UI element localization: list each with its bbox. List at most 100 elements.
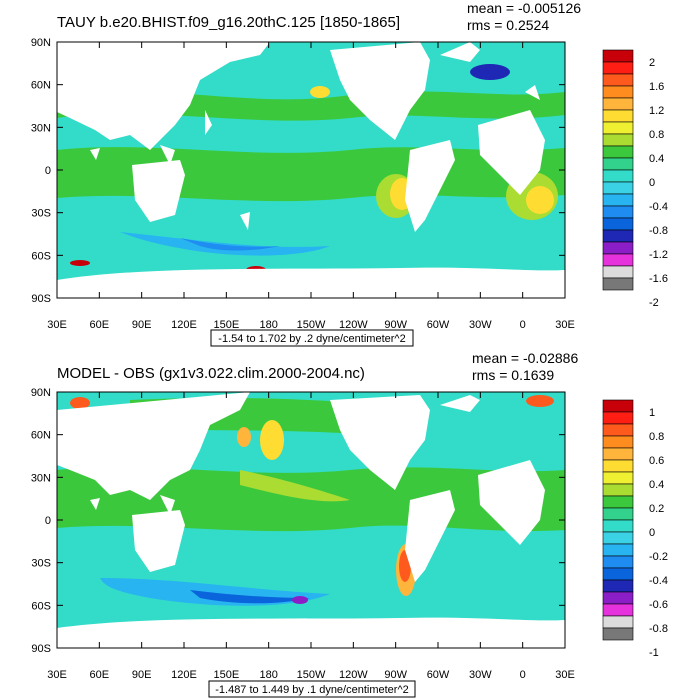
land-masses xyxy=(57,42,565,298)
colorbar-label: -0.4 xyxy=(649,575,668,587)
panel-1-title: TAUY b.e20.BHIST.f09_g16.20thC.125 [1850… xyxy=(57,14,400,31)
colorbar-swatch xyxy=(602,591,634,605)
lat-label: 90N xyxy=(31,387,51,399)
lon-label: 60E xyxy=(90,669,110,681)
colorbar-label: 0.8 xyxy=(649,431,664,443)
colorbar-swatch xyxy=(602,49,634,63)
lon-label: 180 xyxy=(259,669,277,681)
colorbar-swatch xyxy=(602,133,634,147)
colorbar-swatch xyxy=(602,265,634,279)
colorbar-swatch xyxy=(602,193,634,207)
colorbar-label: 0 xyxy=(649,177,655,189)
field-blob xyxy=(260,420,284,460)
lon-label: 60W xyxy=(427,669,450,681)
panel-1-map xyxy=(57,42,565,298)
colorbar-swatch xyxy=(602,603,634,617)
lon-label: 0 xyxy=(520,319,526,331)
lat-label: 30S xyxy=(31,208,51,220)
lon-label: 150W xyxy=(297,319,326,331)
panel-1: TAUY b.e20.BHIST.f09_g16.20thC.125 [1850… xyxy=(31,0,668,347)
lon-label: 150W xyxy=(297,669,326,681)
lon-label: 90W xyxy=(384,669,407,681)
field-blob xyxy=(70,260,90,266)
colorbar-swatch xyxy=(602,73,634,87)
panel-2-caption: -1.487 to 1.449 by .1 dyne/centimeter^2 xyxy=(215,684,409,696)
field-band xyxy=(190,590,310,604)
colorbar-label: 0.4 xyxy=(649,479,664,491)
panel-2-map xyxy=(57,392,565,648)
panel-2-mean: mean = -0.02886 xyxy=(472,350,578,366)
panel-2-colorbar: 1 0.8 0.6 0.4 0.2 0 -0.2 -0.4 -0.6 -0.8 -1 xyxy=(602,399,668,659)
panel-2-title: MODEL - OBS (gx1v3.022.clim.2000-2004.nc… xyxy=(57,365,365,382)
field-blob xyxy=(470,64,510,80)
lon-label: 90E xyxy=(132,319,152,331)
colorbar-swatch xyxy=(602,483,634,497)
colorbar-swatch xyxy=(602,459,634,473)
colorbar-label: 1.6 xyxy=(649,81,664,93)
lat-label: 30N xyxy=(31,122,51,134)
panel-2-lon-axis: 30E 60E 90E 120E 150E 180 150W 120W 90W 60W 30W 0 30… xyxy=(47,392,575,681)
colorbar-swatch xyxy=(602,61,634,75)
lon-label: 150E xyxy=(213,669,239,681)
colorbar-swatch xyxy=(602,97,634,111)
lat-label: 90N xyxy=(31,37,51,49)
lon-label: 30E xyxy=(555,319,575,331)
lat-label: 30S xyxy=(31,558,51,570)
lon-label: 30E xyxy=(47,319,67,331)
colorbar-label: 0.8 xyxy=(649,129,664,141)
colorbar-swatch xyxy=(602,543,634,557)
panel-2: MODEL - OBS (gx1v3.022.clim.2000-2004.nc… xyxy=(31,350,668,698)
colorbar-swatch xyxy=(602,181,634,195)
colorbar-label: 1.2 xyxy=(649,105,664,117)
colorbar-swatch xyxy=(602,495,634,509)
field-band xyxy=(240,470,350,502)
panel-1-mean: mean = -0.005126 xyxy=(467,0,581,16)
colorbar-swatch xyxy=(602,531,634,545)
panel-2-rms: rms = 0.1639 xyxy=(472,367,554,383)
colorbar-swatch xyxy=(602,447,634,461)
colorbar-label: 0.6 xyxy=(649,455,664,467)
lat-label: 60N xyxy=(31,80,51,92)
colorbar-label: -1.6 xyxy=(649,273,668,285)
colorbar-label: -0.8 xyxy=(649,225,668,237)
colorbar-label: -0.4 xyxy=(649,201,668,213)
lat-label: 30N xyxy=(31,472,51,484)
lat-label: 60N xyxy=(31,430,51,442)
lon-label: 90E xyxy=(132,669,152,681)
colorbar-swatch xyxy=(602,241,634,255)
lon-label: 120E xyxy=(171,319,197,331)
colorbar-swatch xyxy=(602,519,634,533)
lat-label: 60S xyxy=(31,600,51,612)
field-blob xyxy=(237,427,251,447)
colorbar-swatch xyxy=(602,253,634,267)
lon-label: 30W xyxy=(469,319,492,331)
colorbar-swatch xyxy=(602,229,634,243)
panel-1-caption-box xyxy=(210,329,414,347)
land-masses xyxy=(57,392,565,648)
field-blob xyxy=(292,596,308,604)
colorbar-swatch xyxy=(602,277,634,291)
colorbar-swatch xyxy=(602,471,634,485)
lon-label: 180 xyxy=(259,319,277,331)
lon-label: 30E xyxy=(555,669,575,681)
lat-label: 0 xyxy=(45,165,51,177)
colorbar-label: -0.6 xyxy=(649,599,668,611)
colorbar-swatch xyxy=(602,121,634,135)
colorbar-label: -1 xyxy=(649,647,659,659)
lat-label: 90S xyxy=(31,643,51,655)
field-blob xyxy=(310,86,330,98)
panel-2-lat-axis: 90N 60N 30N 0 30S 60S 90S xyxy=(31,387,565,655)
field-blob xyxy=(526,186,554,214)
panel-1-lon-axis: 30E 60E 90E 120E 150E 180 150W 120W 90W 60W 30W 0 30… xyxy=(47,42,575,331)
colorbar-label: -0.8 xyxy=(649,623,668,635)
lon-label: 30W xyxy=(469,669,492,681)
colorbar-swatch xyxy=(602,507,634,521)
panel-2-caption-box xyxy=(208,680,416,698)
lon-label: 60E xyxy=(90,319,110,331)
lon-label: 120E xyxy=(171,669,197,681)
lat-label: 0 xyxy=(45,515,51,527)
colorbar-label: 1 xyxy=(649,407,655,419)
lon-label: 30E xyxy=(47,669,67,681)
colorbar-swatch xyxy=(602,217,634,231)
colorbar-swatch xyxy=(602,205,634,219)
